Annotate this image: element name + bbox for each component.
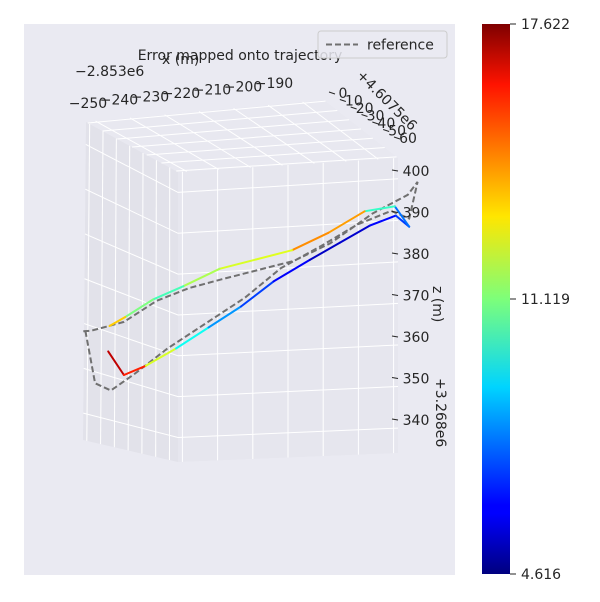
- trajectory-segment: [207, 305, 242, 329]
- x-grid-line: [155, 160, 157, 457]
- z-tick-mark: [391, 211, 399, 213]
- z-tick-mark: [391, 252, 399, 255]
- x-tick-label: −230: [131, 89, 169, 105]
- x-tick-label: −250: [69, 96, 107, 112]
- y-tick-label: 50: [388, 124, 406, 140]
- colorbar: [482, 24, 510, 574]
- legend-frame: [317, 30, 448, 59]
- z-axis-label: z (m): [429, 286, 445, 322]
- x-grid-line: [86, 123, 91, 441]
- legend-label-reference: reference: [367, 38, 434, 54]
- axis-box: [83, 100, 399, 462]
- x-tick-label: −190: [255, 76, 293, 92]
- x-tick-label: −200: [224, 79, 262, 95]
- trajectory-segment: [152, 285, 185, 301]
- y-grid-line-top: [117, 119, 350, 140]
- y-grid-line-top: [131, 128, 362, 148]
- y-grid-line-top: [146, 137, 373, 156]
- trajectory-segment: [144, 347, 177, 367]
- z-tick-mark: [391, 418, 399, 421]
- colorbar-tick-label: 4.616: [521, 567, 561, 583]
- y-tick-mark: [383, 129, 390, 132]
- trajectory-segment: [363, 205, 396, 213]
- y-grid-line-top: [87, 100, 326, 124]
- y-tick-label: 60: [399, 131, 417, 147]
- z-tick-mark: [391, 335, 399, 338]
- y-tick-mark: [361, 114, 368, 117]
- y-tick-label: 20: [356, 101, 374, 117]
- x-axis-label: x (m): [162, 52, 199, 68]
- trajectory-segment: [339, 224, 372, 244]
- x-tick-label: −210: [193, 83, 231, 99]
- y-tick-label: 0: [339, 86, 348, 102]
- z-tick-mark: [391, 377, 399, 379]
- z-tick-label: 390: [403, 206, 430, 222]
- y-grid-line-top: [102, 109, 338, 132]
- trajectory-segment: [308, 241, 341, 261]
- x-tick-label: −240: [100, 93, 138, 109]
- colorbar-tick-label: 17.622: [521, 17, 570, 33]
- trajectory-segment: [108, 316, 127, 327]
- x-tick-label: −220: [162, 86, 200, 102]
- y-tick-mark: [328, 91, 336, 95]
- trajectory-segment: [218, 258, 257, 270]
- trajectory-segment: [291, 231, 330, 252]
- trajectory-segment: [240, 280, 275, 308]
- x-offset-label: −2.853e6: [75, 64, 144, 80]
- colorbar-ticks: 4.616 11.119 17.622: [510, 17, 570, 583]
- z-tick-mark: [391, 169, 399, 172]
- trajectory-segment: [107, 350, 125, 376]
- z-tick-label: 370: [403, 289, 430, 305]
- y-grid-line-top: [176, 156, 397, 172]
- z-tick-label: 380: [403, 247, 430, 263]
- x-tick-labels: −250−240−230−220−210−200−190: [69, 76, 293, 112]
- z-tick-mark: [391, 294, 399, 296]
- z-tick-label: 340: [403, 413, 430, 429]
- x-grid-line: [113, 138, 117, 448]
- trajectory-segment: [327, 210, 366, 234]
- y-tick-label: 30: [367, 109, 385, 125]
- y-grid-line-top: [161, 147, 385, 164]
- x-grid-line: [141, 152, 144, 454]
- y-tick-mark: [372, 121, 379, 125]
- x-grid-line: [127, 145, 131, 451]
- z-tick-labels: 340 350 360 370 380 390 400: [391, 164, 430, 429]
- z-tick-label: 350: [403, 372, 430, 388]
- y-tick-mark: [339, 99, 346, 102]
- trajectory-segment: [272, 258, 311, 283]
- y-tick-mark: [393, 136, 401, 140]
- trajectory-segment: [182, 267, 221, 288]
- colorbar-tick-label: 11.119: [521, 292, 570, 308]
- legend: reference: [317, 30, 448, 59]
- trajectory-segment: [122, 364, 147, 376]
- trajectory-segment: [369, 214, 397, 227]
- z-tick-label: 360: [403, 330, 430, 346]
- trajectory-segment: [254, 249, 294, 261]
- chart-title: Error mapped onto trajectory: [138, 48, 343, 64]
- y-tick-label: 40: [377, 116, 395, 132]
- x-grid-line: [100, 131, 104, 445]
- y-tick-label: 10: [345, 94, 363, 110]
- reference-line: [81, 181, 419, 392]
- estimated-trajectory: [107, 205, 411, 376]
- z-tick-label: 400: [403, 164, 430, 180]
- left-pane: [83, 122, 178, 462]
- y-tick-mark: [350, 106, 357, 110]
- reference-trajectory: [81, 181, 419, 392]
- trajectory-segment: [124, 298, 155, 318]
- trajectory-segment: [393, 205, 411, 228]
- trajectory-segment: [175, 326, 210, 350]
- z-offset-label: +3.268e6: [432, 378, 448, 447]
